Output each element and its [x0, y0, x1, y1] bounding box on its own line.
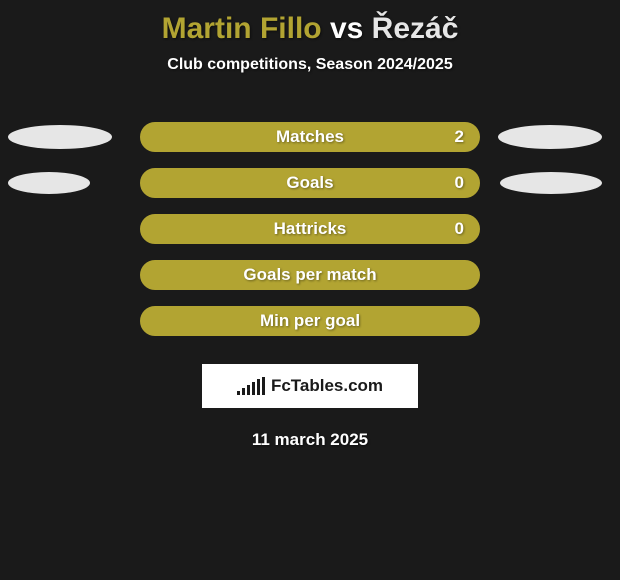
stat-value-right: 0 — [455, 219, 464, 239]
stat-bar: Hattricks 0 — [140, 214, 480, 244]
stat-rows: Matches 2 Goals 0 Hattricks 0 Goals per match M… — [0, 122, 620, 336]
watermark: FcTables.com — [202, 364, 418, 408]
left-ellipse — [8, 125, 112, 149]
stat-bar: Goals per match — [140, 260, 480, 290]
stat-row: Matches 2 — [0, 122, 620, 152]
stat-row: Goals 0 — [0, 168, 620, 198]
watermark-bars-icon — [237, 377, 265, 395]
comparison-title: Martin Fillo vs Řezáč — [0, 0, 620, 46]
stat-bar: Goals 0 — [140, 168, 480, 198]
player2-name: Řezáč — [372, 12, 459, 45]
watermark-text: FcTables.com — [271, 376, 383, 396]
stat-label: Min per goal — [260, 311, 360, 331]
vs-text: vs — [330, 12, 363, 45]
stat-bar: Matches 2 — [140, 122, 480, 152]
stat-label: Goals per match — [243, 265, 376, 285]
right-ellipse — [500, 172, 602, 194]
stat-label: Goals — [286, 173, 333, 193]
stat-label: Matches — [276, 127, 344, 147]
player1-name: Martin Fillo — [162, 12, 322, 45]
stat-bar: Min per goal — [140, 306, 480, 336]
stat-row: Goals per match — [0, 260, 620, 290]
stat-value-right: 0 — [455, 173, 464, 193]
stat-row: Hattricks 0 — [0, 214, 620, 244]
right-ellipse — [498, 125, 602, 149]
date-text: 11 march 2025 — [0, 430, 620, 450]
stat-label: Hattricks — [274, 219, 347, 239]
left-ellipse — [8, 172, 90, 194]
subtitle: Club competitions, Season 2024/2025 — [0, 56, 620, 74]
stat-row: Min per goal — [0, 306, 620, 336]
stat-value-right: 2 — [455, 127, 464, 147]
